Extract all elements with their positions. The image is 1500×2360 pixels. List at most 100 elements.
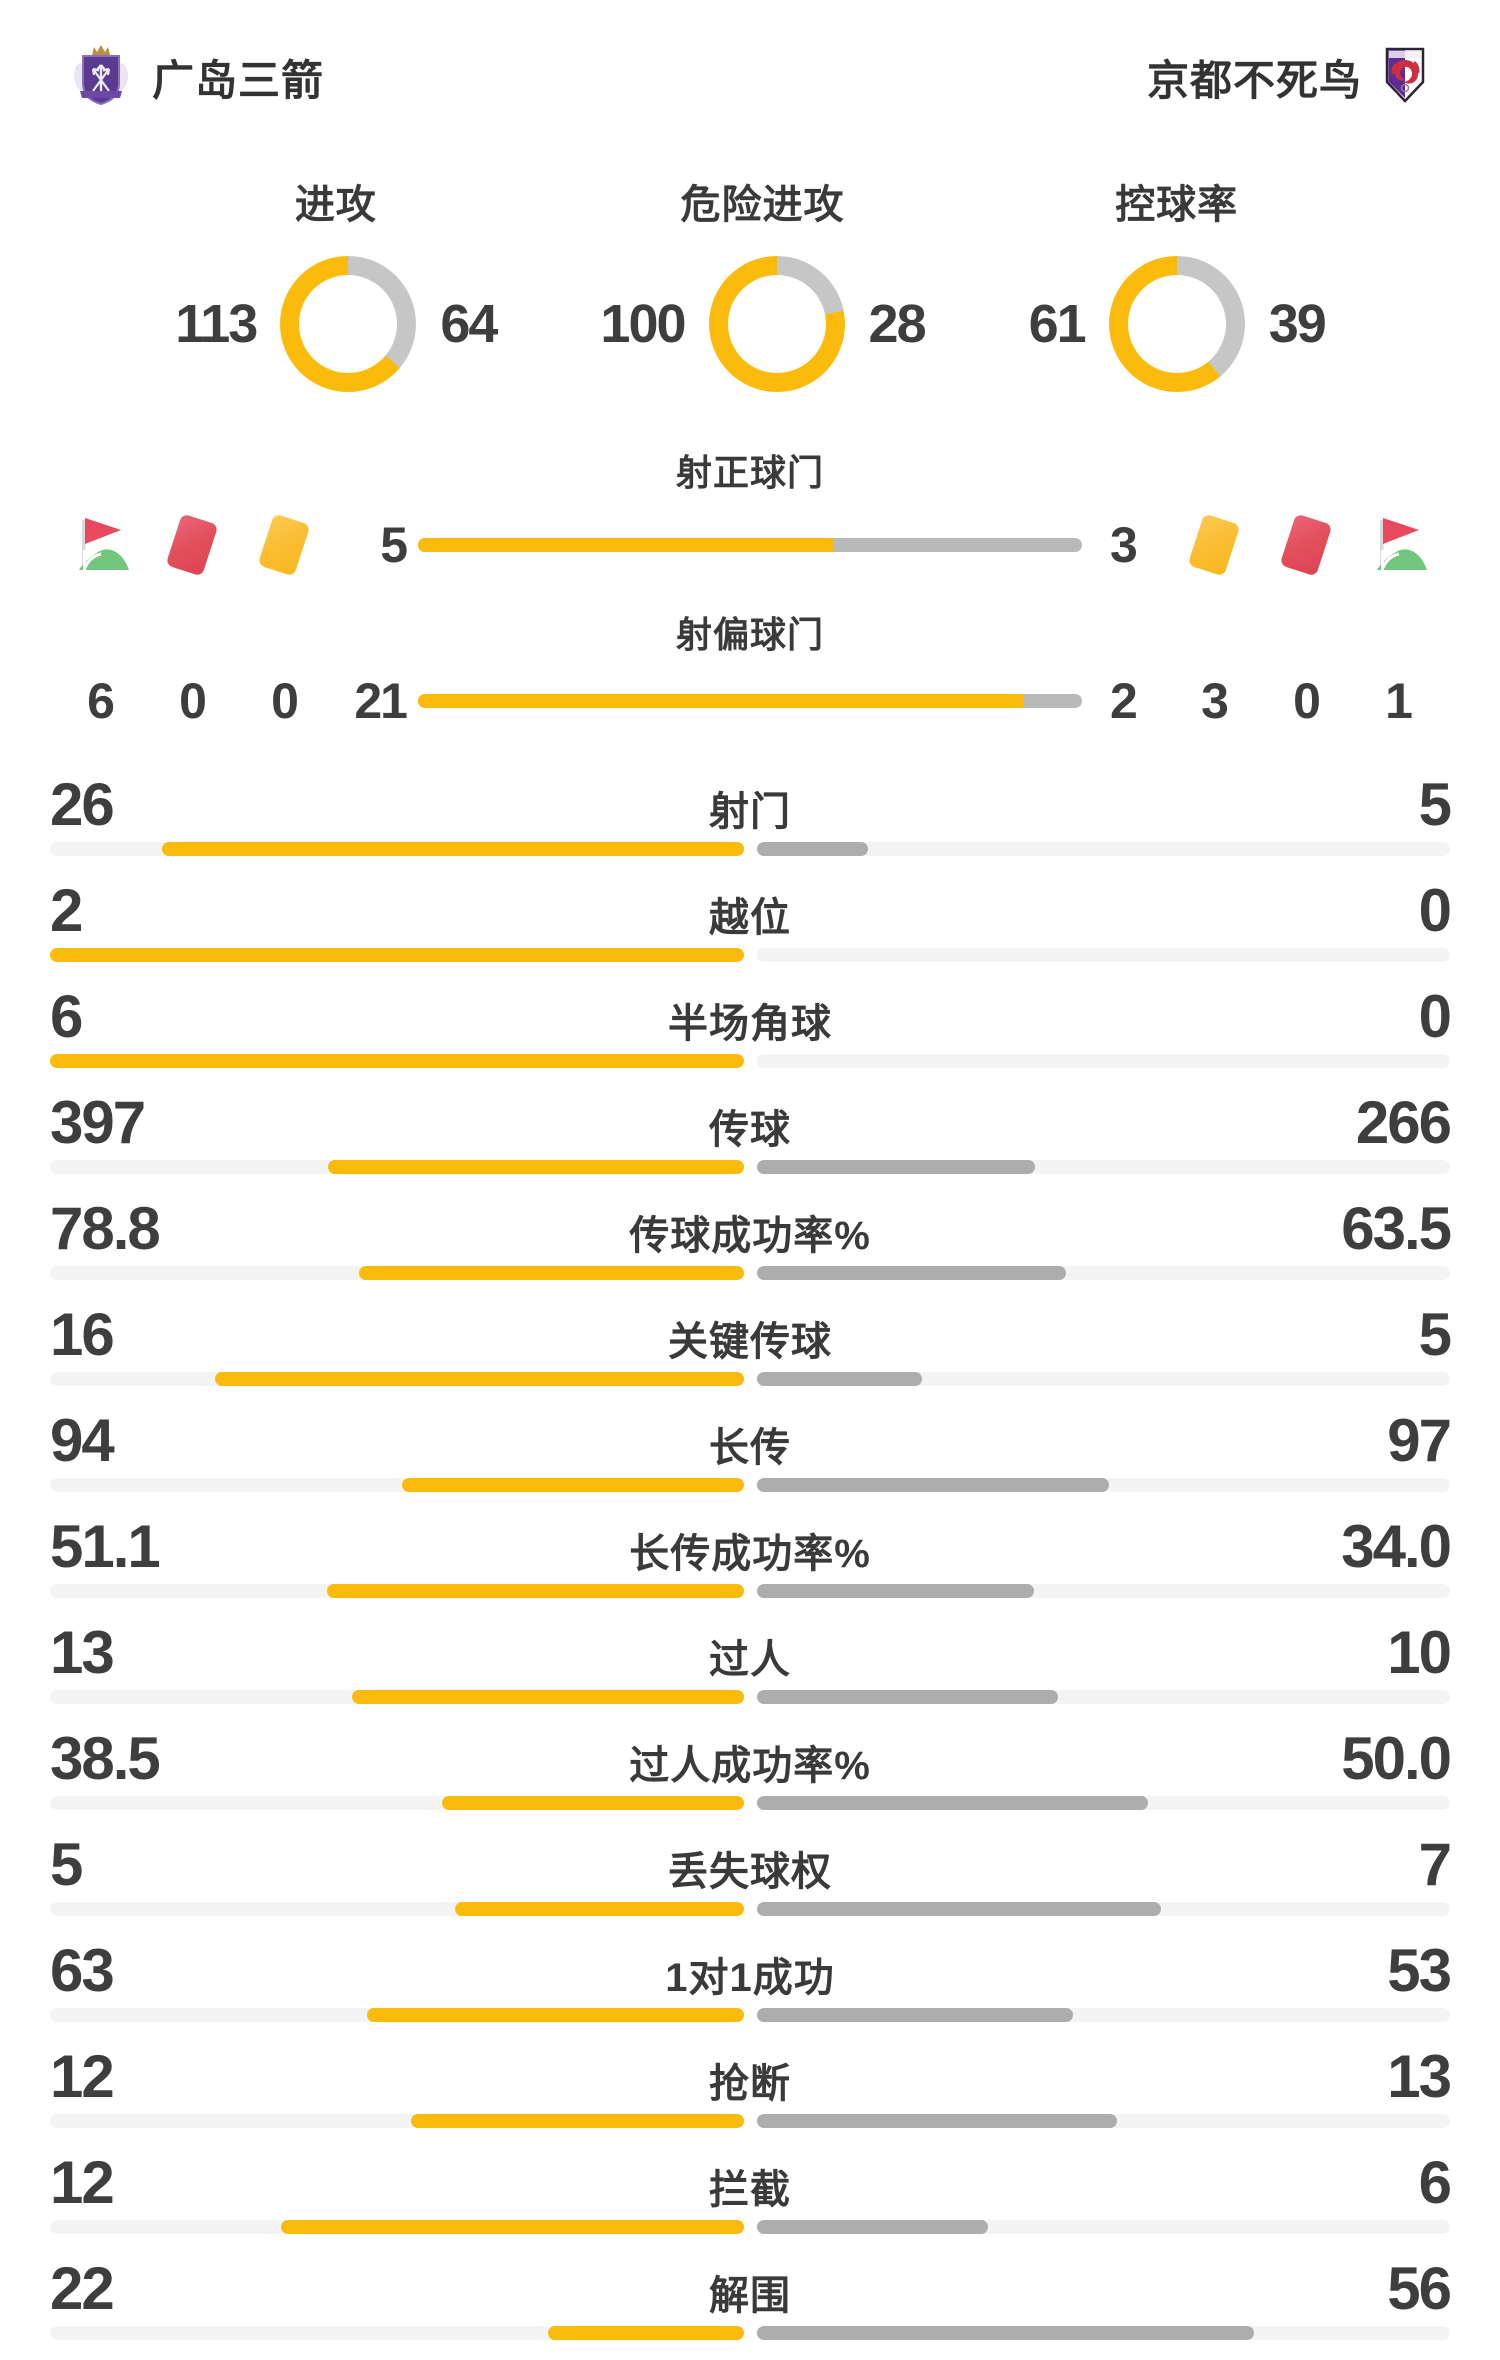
stat-bar-home-fill xyxy=(161,842,744,856)
donut-title: 危险进攻 xyxy=(680,183,845,227)
corner-flag-icon xyxy=(1352,506,1444,584)
away-team-logo xyxy=(1384,46,1426,109)
stat-home-value: 26 xyxy=(50,771,115,838)
shots-off-target-home: 21 xyxy=(354,673,408,729)
stat-bar-home-track xyxy=(50,1160,744,1174)
stat-bar-home-fill xyxy=(327,1584,744,1598)
stat-line: 38.5 过人成功率% 50.0 xyxy=(50,1724,1452,1792)
stat-bar-away-fill xyxy=(756,1796,1149,1810)
shots-off-target-home-fill xyxy=(418,694,1025,708)
stat-home-value: 22 xyxy=(50,2255,115,2322)
stat-bar-home-track xyxy=(50,948,744,962)
stat-bar-away-fill xyxy=(756,1372,922,1386)
stat-line: 26 射门 5 xyxy=(50,770,1452,838)
shots-off-target-bar xyxy=(418,694,1082,708)
home-badge-icons xyxy=(54,506,332,584)
stat-bar-home-fill xyxy=(50,948,744,962)
stat-home-value: 5 xyxy=(50,1831,83,1898)
stat-bar-home-fill xyxy=(328,1160,744,1174)
stat-away-value: 0 xyxy=(1418,983,1452,1050)
stat-row: 16 关键传球 5 xyxy=(0,1300,1500,1406)
yellow-card-icon xyxy=(1187,513,1241,577)
shots-on-target-away: 3 xyxy=(1110,517,1138,573)
stat-bar-home-track xyxy=(50,1796,744,1810)
stat-bar-home-fill xyxy=(410,2114,744,2128)
donut-group-possession: 控球率 61 39 xyxy=(1029,172,1327,392)
stat-bar-away-fill xyxy=(756,842,869,856)
stat-line: 12 抢断 13 xyxy=(50,2042,1452,2110)
stat-label: 解围 xyxy=(709,2274,791,2318)
stat-away-value: 50.0 xyxy=(1341,1725,1452,1792)
donut-chart-attacks xyxy=(280,256,417,392)
match-header: 广岛三箭 京都不死鸟 xyxy=(0,0,1500,110)
stat-away-value: 7 xyxy=(1418,1831,1452,1898)
stat-label: 传球成功率% xyxy=(629,1214,871,1258)
stat-bar-home-track xyxy=(50,1266,744,1280)
home-corner-count: 6 xyxy=(87,673,115,729)
stat-bar-home-fill xyxy=(441,1796,744,1810)
stat-line: 2 越位 0 xyxy=(50,876,1452,944)
stat-bar-home-track xyxy=(50,2114,744,2128)
donut-chart-dangerous-attacks xyxy=(708,256,845,392)
donut-home-value: 113 xyxy=(175,294,258,354)
stat-home-value: 16 xyxy=(50,1301,115,1368)
stat-home-value: 94 xyxy=(50,1407,115,1474)
stat-row: 51.1 长传成功率% 34.0 xyxy=(0,1512,1500,1618)
stat-home-value: 12 xyxy=(50,2043,115,2110)
stat-row: 22 解围 56 xyxy=(0,2254,1500,2360)
home-team-header[interactable]: 广岛三箭 xyxy=(72,43,324,112)
stat-home-value: 38.5 xyxy=(50,1725,161,1792)
stat-away-value: 53 xyxy=(1387,1937,1452,2004)
stat-label: 射门 xyxy=(709,790,791,834)
stat-away-value: 63.5 xyxy=(1341,1195,1452,1262)
stat-bar-away-track xyxy=(756,1478,1450,1492)
stat-bar xyxy=(50,2326,1450,2340)
stat-bar xyxy=(50,2008,1450,2022)
yellow-card-icon-slot xyxy=(238,506,330,584)
donut-charts-section: 进攻 113 64 危险进攻 100 28 控球率 61 39 xyxy=(0,172,1500,392)
stats-list: 26 射门 5 2 越位 0 6 xyxy=(0,770,1500,2360)
stat-bar-home-fill xyxy=(359,1266,744,1280)
stat-row: 94 长传 97 xyxy=(0,1406,1500,1512)
stat-away-value: 266 xyxy=(1355,1089,1452,1156)
donut-home-value: 100 xyxy=(600,294,686,354)
away-team-header[interactable]: 京都不死鸟 xyxy=(1147,46,1426,109)
shots-off-target-away: 2 xyxy=(1110,673,1138,729)
home-badge-counts: 6 0 0 xyxy=(54,672,332,730)
stat-bar-away-fill xyxy=(756,2114,1118,2128)
stat-bar-home-track xyxy=(50,2008,744,2022)
stat-line: 51.1 长传成功率% 34.0 xyxy=(50,1512,1452,1580)
stat-away-value: 97 xyxy=(1387,1407,1452,1474)
stat-bar xyxy=(50,1372,1450,1386)
stat-bar-away-fill xyxy=(756,2220,988,2234)
stat-row: 26 射门 5 xyxy=(0,770,1500,876)
stat-away-value: 13 xyxy=(1387,2043,1452,2110)
stat-bar-away-fill xyxy=(756,1478,1109,1492)
stat-bar-home-fill xyxy=(351,1690,744,1704)
stat-label: 关键传球 xyxy=(668,1320,832,1364)
stat-line: 6 半场角球 0 xyxy=(50,982,1452,1050)
yellow-card-icon xyxy=(257,513,311,577)
stat-home-value: 2 xyxy=(50,877,83,944)
donut-group-attacks: 进攻 113 64 xyxy=(175,172,498,392)
stat-home-value: 12 xyxy=(50,2149,115,2216)
stat-bar xyxy=(50,2114,1450,2128)
stat-bar-home-track xyxy=(50,1372,744,1386)
stat-bar-away-track xyxy=(756,1690,1450,1704)
stat-row: 38.5 过人成功率% 50.0 xyxy=(0,1724,1500,1830)
stat-home-value: 397 xyxy=(50,1089,146,1156)
stat-bar-away-track xyxy=(756,1372,1450,1386)
stat-bar-home-fill xyxy=(366,2008,744,2022)
stat-bar-away-fill xyxy=(756,1266,1066,1280)
stat-bar-away-track xyxy=(756,1796,1450,1810)
stat-away-value: 10 xyxy=(1387,1619,1452,1686)
stat-bar-home-track xyxy=(50,1584,744,1598)
stat-bar-away-track xyxy=(756,1054,1450,1068)
stat-away-value: 56 xyxy=(1387,2255,1452,2322)
stat-bar-away-fill xyxy=(756,1690,1059,1704)
stat-line: 16 关键传球 5 xyxy=(50,1300,1452,1368)
stat-label: 抢断 xyxy=(709,2062,791,2106)
stat-line: 94 长传 97 xyxy=(50,1406,1452,1474)
stat-label: 过人 xyxy=(709,1638,791,1682)
stat-bar-home-fill xyxy=(50,1054,744,1068)
